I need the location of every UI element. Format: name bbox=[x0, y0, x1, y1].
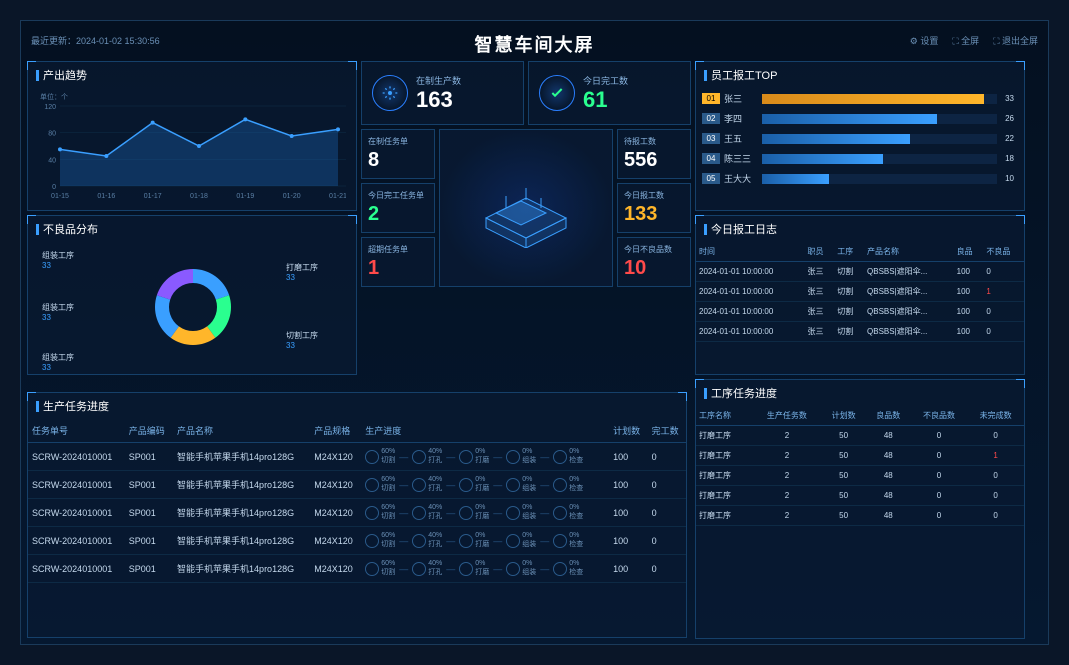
settings-button[interactable]: ⚙ 设置 bbox=[910, 34, 939, 47]
table-row[interactable]: 2024-01-01 10:00:00张三切割QBSBS|遮阳伞...1001 bbox=[696, 282, 1024, 302]
last-update: 最近更新：2024-01-02 15:30:56 bbox=[31, 34, 160, 47]
svg-text:01-17: 01-17 bbox=[144, 193, 162, 200]
output-trend-panel: 产出趋势 单位：个0408012001-1501-1601-1701-1801-… bbox=[27, 61, 357, 211]
exit-fullscreen-button[interactable]: ⛶ 退出全屏 bbox=[993, 34, 1038, 47]
table-row[interactable]: SCRW-2024010001SP001智能手机苹果手机14pro128GM24… bbox=[28, 499, 686, 527]
stat-box: 待报工数556 bbox=[617, 129, 691, 179]
bar-row: 01张三33 bbox=[702, 92, 1014, 105]
work-log-title: 今日报工日志 bbox=[696, 216, 1024, 242]
stat-box: 今日完工任务单2 bbox=[361, 183, 435, 233]
svg-text:120: 120 bbox=[44, 104, 56, 111]
svg-text:0: 0 bbox=[52, 184, 56, 191]
bar-row: 03王五22 bbox=[702, 132, 1014, 145]
defect-dist-panel: 不良品分布 组装工序33组装工序33组装工序33打磨工序33切割工序33 bbox=[27, 215, 357, 375]
prod-task-table: 任务单号产品编码产品名称产品规格生产进度计划数完工数SCRW-202401000… bbox=[28, 419, 686, 583]
process-progress-title: 工序任务进度 bbox=[696, 380, 1024, 406]
stat-done-today: 今日完工数61 bbox=[528, 61, 691, 125]
fullscreen-button[interactable]: ⛶ 全屏 bbox=[952, 34, 979, 47]
table-row[interactable]: 2024-01-01 10:00:00张三切割QBSBS|遮阳伞...1000 bbox=[696, 322, 1024, 342]
svg-text:01-21: 01-21 bbox=[329, 193, 346, 200]
stat-box: 今日不良品数10 bbox=[617, 237, 691, 287]
page-title: 智慧车间大屏 bbox=[27, 31, 1042, 61]
check-icon bbox=[539, 75, 575, 111]
svg-text:80: 80 bbox=[48, 131, 56, 138]
stat-box: 今日报工数133 bbox=[617, 183, 691, 233]
svg-text:01-15: 01-15 bbox=[51, 193, 69, 200]
output-trend-title: 产出趋势 bbox=[28, 62, 356, 88]
stat-col-right: 待报工数556今日报工数133今日不良品数10 bbox=[617, 129, 691, 287]
bar-row: 02李四26 bbox=[702, 112, 1014, 125]
prod-task-panel: 生产任务进度 任务单号产品编码产品名称产品规格生产进度计划数完工数SCRW-20… bbox=[27, 392, 687, 638]
bar-chart: 01张三33 02李四26 03王五22 04陈三三18 05王大大10 bbox=[696, 88, 1024, 196]
table-row[interactable]: 2024-01-01 10:00:00张三切割QBSBS|遮阳伞...1000 bbox=[696, 262, 1024, 282]
process-progress-panel: 工序任务进度 工序名称生产任务数计划数良品数不良品数未完成数打磨工序250480… bbox=[695, 379, 1025, 639]
work-log-table: 时间职员工序产品名称良品不良品2024-01-01 10:00:00张三切割QB… bbox=[696, 242, 1024, 342]
bar-row: 05王大大10 bbox=[702, 172, 1014, 185]
table-row[interactable]: 打磨工序2504800 bbox=[696, 466, 1024, 486]
stat-box: 在制任务单8 bbox=[361, 129, 435, 179]
stat-wip: 在制生产数163 bbox=[361, 61, 524, 125]
3d-visualization bbox=[439, 129, 613, 287]
svg-text:01-19: 01-19 bbox=[236, 193, 254, 200]
svg-text:01-20: 01-20 bbox=[283, 193, 301, 200]
stat-wip-value: 163 bbox=[416, 87, 461, 113]
stat-done-value: 61 bbox=[583, 87, 628, 113]
defect-dist-title: 不良品分布 bbox=[28, 216, 356, 242]
work-log-panel: 今日报工日志 时间职员工序产品名称良品不良品2024-01-01 10:00:0… bbox=[695, 215, 1025, 375]
donut-chart: 组装工序33组装工序33组装工序33打磨工序33切割工序33 bbox=[28, 242, 356, 372]
table-row[interactable]: 打磨工序2504800 bbox=[696, 426, 1024, 446]
table-row[interactable]: SCRW-2024010001SP001智能手机苹果手机14pro128GM24… bbox=[28, 527, 686, 555]
stat-done-label: 今日完工数 bbox=[583, 74, 628, 87]
stat-col-left: 在制任务单8今日完工任务单2超期任务单1 bbox=[361, 129, 435, 287]
table-row[interactable]: SCRW-2024010001SP001智能手机苹果手机14pro128GM24… bbox=[28, 555, 686, 583]
gear-icon bbox=[372, 75, 408, 111]
svg-text:01-18: 01-18 bbox=[190, 193, 208, 200]
svg-text:40: 40 bbox=[48, 157, 56, 164]
table-row[interactable]: SCRW-2024010001SP001智能手机苹果手机14pro128GM24… bbox=[28, 443, 686, 471]
process-progress-table: 工序名称生产任务数计划数良品数不良品数未完成数打磨工序2504800打磨工序25… bbox=[696, 406, 1024, 526]
prod-task-title: 生产任务进度 bbox=[28, 393, 686, 419]
svg-text:01-16: 01-16 bbox=[97, 193, 115, 200]
top-workers-panel: 员工报工TOP 01张三33 02李四26 03王五22 04陈三三18 05王大大10 bbox=[695, 61, 1025, 211]
table-row[interactable]: 打磨工序2504800 bbox=[696, 486, 1024, 506]
bar-row: 04陈三三18 bbox=[702, 152, 1014, 165]
top-workers-title: 员工报工TOP bbox=[696, 62, 1024, 88]
dashboard-screen: 最近更新：2024-01-02 15:30:56 ⚙ 设置 ⛶ 全屏 ⛶ 退出全… bbox=[20, 20, 1049, 645]
table-row[interactable]: 2024-01-01 10:00:00张三切割QBSBS|遮阳伞...1000 bbox=[696, 302, 1024, 322]
table-row[interactable]: 打磨工序2504801 bbox=[696, 446, 1024, 466]
table-row[interactable]: 打磨工序2504800 bbox=[696, 506, 1024, 526]
table-row[interactable]: SCRW-2024010001SP001智能手机苹果手机14pro128GM24… bbox=[28, 471, 686, 499]
stat-box: 超期任务单1 bbox=[361, 237, 435, 287]
line-chart: 单位：个0408012001-1501-1601-1701-1801-1901-… bbox=[28, 88, 356, 200]
stat-wip-label: 在制生产数 bbox=[416, 74, 461, 87]
